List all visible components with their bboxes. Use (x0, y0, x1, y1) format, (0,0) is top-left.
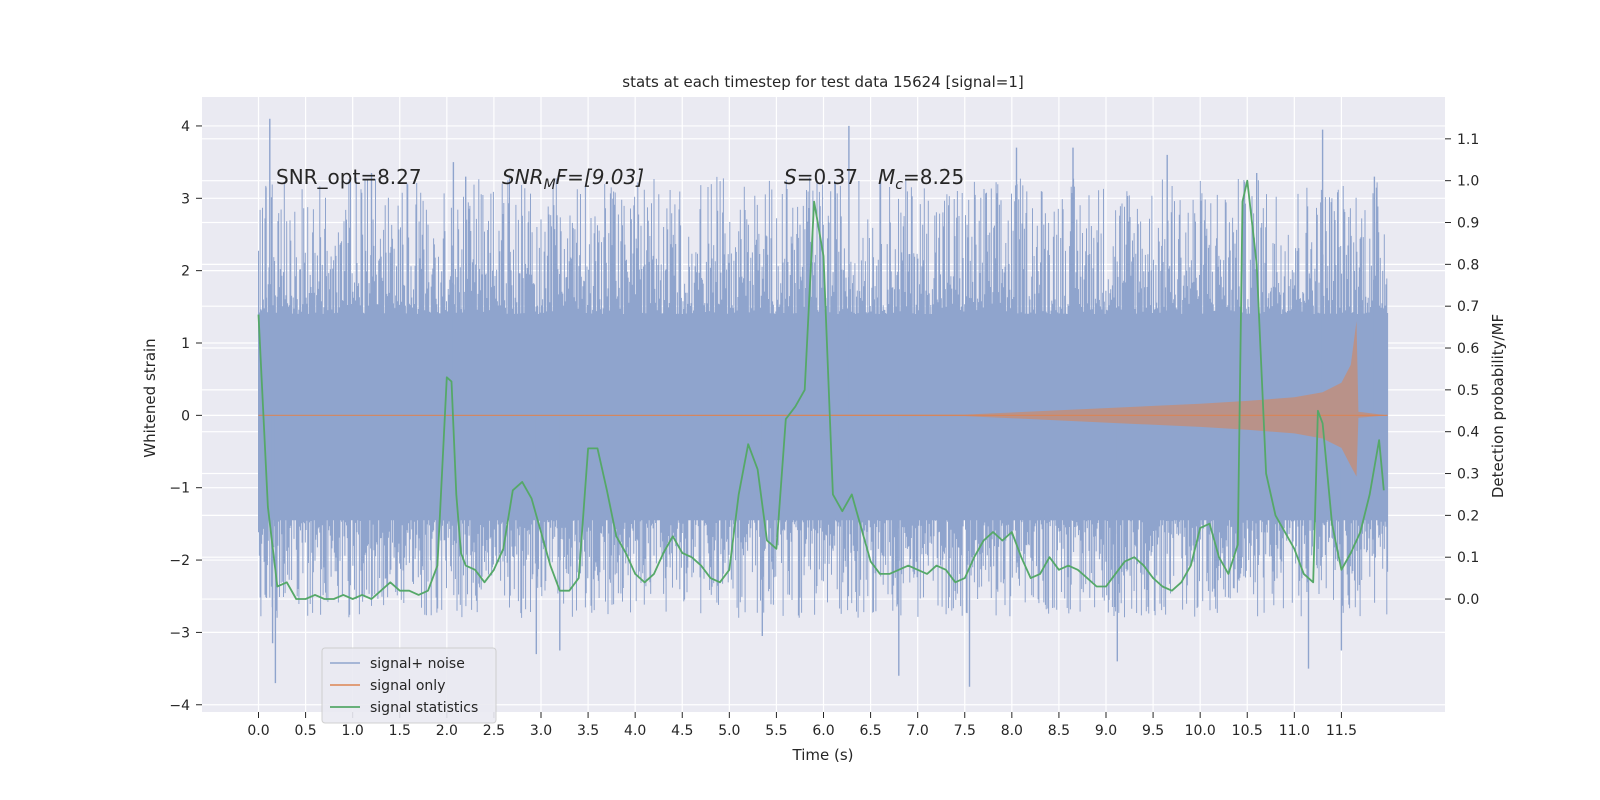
noise-peak-spikes (265, 118, 1376, 687)
x-tick-label: 5.0 (718, 723, 740, 739)
x-tick-label: 1.5 (389, 723, 411, 739)
y2-tick-label: 1.1 (1457, 132, 1479, 148)
x-tick-label: 10.5 (1232, 723, 1263, 739)
chart-title: stats at each timestep for test data 156… (622, 73, 1023, 91)
legend-label-noise: signal+ noise (370, 656, 465, 672)
signal-only-series (258, 321, 1388, 477)
x-tick-label: 10.0 (1185, 723, 1216, 739)
x-tick-label: 4.0 (624, 723, 646, 739)
y-axis-label: Whitened strain (141, 338, 159, 457)
x-tick-label: 6.0 (812, 723, 834, 739)
y-tick-label: −4 (169, 698, 190, 714)
x-tick-label: 8.5 (1048, 723, 1070, 739)
y-tick-label: 0 (181, 408, 190, 424)
x-tick-label: 9.0 (1095, 723, 1117, 739)
x-tick-label: 3.0 (530, 723, 552, 739)
x-tick-label: 1.0 (342, 723, 364, 739)
y-tick-label: 1 (181, 336, 190, 352)
x-tick-label: 11.5 (1326, 723, 1357, 739)
x-tick-label: 11.0 (1279, 723, 1310, 739)
x-tick-label: 4.5 (671, 723, 693, 739)
signal-statistics-line (257, 179, 1385, 600)
y-tick-label: −3 (169, 625, 190, 641)
y2-tick-label: 0.7 (1457, 299, 1479, 315)
y-tick-label: 4 (181, 119, 190, 135)
x-tick-label: 8.0 (1001, 723, 1023, 739)
y2-tick-label: 0.0 (1457, 592, 1479, 608)
y2-tick-label: 0.1 (1457, 550, 1479, 566)
y2-tick-label: 0.6 (1457, 341, 1479, 357)
x-tick-label: 2.0 (436, 723, 458, 739)
x-tick-label: 0.0 (247, 723, 269, 739)
x-tick-label: 7.0 (907, 723, 929, 739)
legend-box (321, 647, 497, 724)
y2-tick-label: 0.3 (1457, 467, 1479, 483)
y2-tick-label: 0.5 (1457, 383, 1479, 399)
annotation-snr-opt: SNR_opt=8.27 (276, 165, 422, 189)
signal-statistics-series (257, 179, 1385, 600)
x-tick-label: 7.5 (954, 723, 976, 739)
x-tick-label: 2.5 (483, 723, 505, 739)
x-tick-label: 5.5 (765, 723, 787, 739)
legend: signal+ noise signal only signal statist… (321, 647, 497, 724)
axes: 0.0 0.5 1.0 1.5 2.0 2.5 3.0 3.5 4.0 4.5 5.0 5.5 6.0 6… (169, 119, 1479, 739)
legend-label-stats: signal statistics (370, 700, 478, 716)
y-tick-label: −2 (169, 553, 190, 569)
y2-tick-label: 0.9 (1457, 216, 1479, 232)
y2-tick-label: 0.2 (1457, 508, 1479, 524)
x-axis-label: Time (s) (792, 746, 854, 764)
x-tick-label: 6.5 (859, 723, 881, 739)
x-tick-label: 9.5 (1142, 723, 1164, 739)
y-tick-label: −1 (169, 481, 190, 497)
legend-label-signal: signal only (370, 678, 445, 694)
y2-tick-label: 1.0 (1457, 174, 1479, 190)
y2-tick-label: 0.8 (1457, 257, 1479, 273)
x-tick-label: 0.5 (294, 723, 316, 739)
annotation-s: S=0.37 (784, 165, 858, 189)
y2-axis-label: Detection probability/MF (1489, 314, 1507, 498)
annotation-mc: Mc=8.25 (878, 165, 964, 193)
y2-tick-label: 0.4 (1457, 425, 1479, 441)
y-tick-label: 3 (181, 191, 190, 207)
y-tick-label: 2 (181, 264, 190, 280)
annotation-snr-mf: SNRMF=[9.03] (502, 165, 644, 193)
x-tick-label: 3.5 (577, 723, 599, 739)
